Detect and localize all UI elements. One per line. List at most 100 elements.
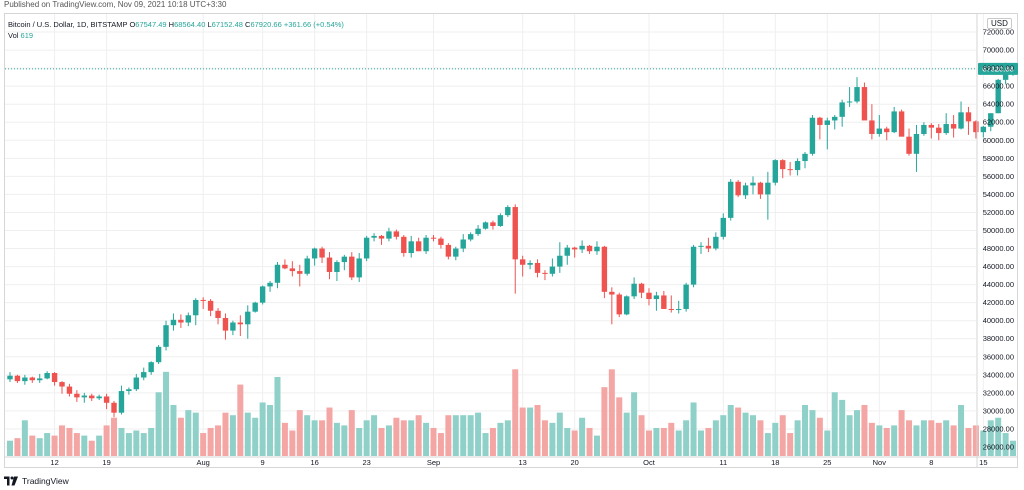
candle-body (230, 322, 236, 331)
volume-bar (237, 384, 244, 456)
volume-bar (690, 402, 697, 456)
candle-body (378, 235, 385, 239)
candle-body (155, 346, 162, 363)
x-tick-label: 20 (571, 458, 579, 467)
candle-body (59, 382, 65, 387)
volume-bar (735, 407, 742, 456)
candle-body (7, 375, 13, 380)
volume-bar (512, 369, 519, 456)
volume-bar (727, 405, 734, 456)
x-tick-label: 15 (979, 458, 987, 467)
x-tick-label: 8 (929, 458, 933, 467)
candle-body (780, 160, 786, 170)
volume-bar (906, 420, 913, 456)
volume-bar (935, 422, 942, 456)
x-tick-label: 9 (261, 458, 265, 467)
volume-bar (660, 427, 667, 456)
volume-bar (467, 415, 474, 456)
candle-body (103, 396, 110, 403)
candle-body (891, 111, 897, 133)
candle-body (698, 245, 704, 247)
volume-bar (816, 417, 823, 456)
x-tick-label: 11 (719, 458, 727, 467)
volume-bar (393, 417, 400, 456)
candle-body (676, 308, 682, 310)
grid-lines (5, 14, 984, 456)
volume-bar (928, 420, 935, 456)
volume-bar (541, 420, 548, 456)
volume-bar (177, 417, 184, 456)
volume-bar (645, 430, 652, 456)
volume-bar (608, 369, 615, 456)
candle-body (950, 124, 957, 129)
candle-body (928, 124, 935, 128)
candle-body (638, 283, 645, 293)
volume-bar (876, 425, 883, 456)
candle-body (683, 284, 689, 309)
volume-bar (712, 420, 719, 456)
y-tick-label: 58000.00 (983, 154, 1014, 163)
candle-body (995, 79, 1001, 114)
volume-bar (668, 422, 675, 456)
volume-bar (779, 415, 786, 456)
volume-bar (519, 407, 526, 456)
y-tick-label: 64000.00 (983, 100, 1014, 109)
candle-body (475, 228, 481, 235)
candle-body (720, 217, 726, 237)
volume-bar (601, 387, 608, 456)
volume-bar (96, 435, 103, 456)
currency-label[interactable]: USD (987, 18, 1012, 29)
close-value: 67920.66 (250, 20, 282, 29)
candle-body (371, 235, 377, 238)
candle-body (185, 315, 192, 323)
x-tick-label: Sep (427, 458, 440, 467)
candle-body (988, 113, 994, 127)
candle-body (742, 185, 749, 196)
volume-bar (943, 420, 950, 456)
volume-bar (579, 417, 586, 456)
volume-bar (839, 399, 846, 456)
y-tick-label: 72000.00 (983, 28, 1014, 37)
volume-bar (333, 422, 340, 456)
candle-body (207, 300, 214, 311)
y-tick-label: 28000.00 (983, 424, 1014, 433)
candle-body (557, 255, 563, 267)
volume-bar (757, 420, 764, 456)
candle-body (126, 389, 132, 392)
volume-bar (437, 433, 444, 456)
volume-bar (311, 420, 318, 456)
volume-bar (430, 427, 437, 456)
candle-body (96, 396, 102, 399)
volume-bar (155, 392, 162, 456)
candle-body (460, 239, 466, 249)
y-tick-label: 44000.00 (983, 280, 1014, 289)
candle-body (341, 256, 348, 263)
volume-bar (14, 438, 21, 456)
y-tick-label: 32000.00 (983, 388, 1014, 397)
volume-bar (163, 371, 170, 456)
volume-bar (720, 415, 727, 456)
volume-bar (616, 397, 623, 456)
volume-bar (59, 425, 66, 456)
volume-bar (920, 420, 927, 456)
volume-bar (854, 410, 861, 456)
candle-body (334, 262, 340, 272)
volume-bar (29, 435, 36, 456)
y-tick-label: 26000.00 (983, 442, 1014, 451)
candle-body (222, 317, 229, 331)
volume-bar (103, 425, 110, 456)
footer: TradingView (4, 474, 69, 488)
candle-body (765, 182, 771, 195)
volume-bar (527, 407, 534, 456)
volume-bar (623, 412, 630, 456)
y-tick-label: 52000.00 (983, 208, 1014, 217)
chart-frame[interactable] (4, 13, 1018, 468)
volume-bar (445, 415, 452, 456)
volume-bar (326, 407, 333, 456)
volume-bar (787, 433, 794, 456)
candle-body (401, 236, 407, 254)
volume-bar (170, 405, 177, 456)
candle-body (22, 377, 28, 382)
candle-body (646, 292, 652, 300)
